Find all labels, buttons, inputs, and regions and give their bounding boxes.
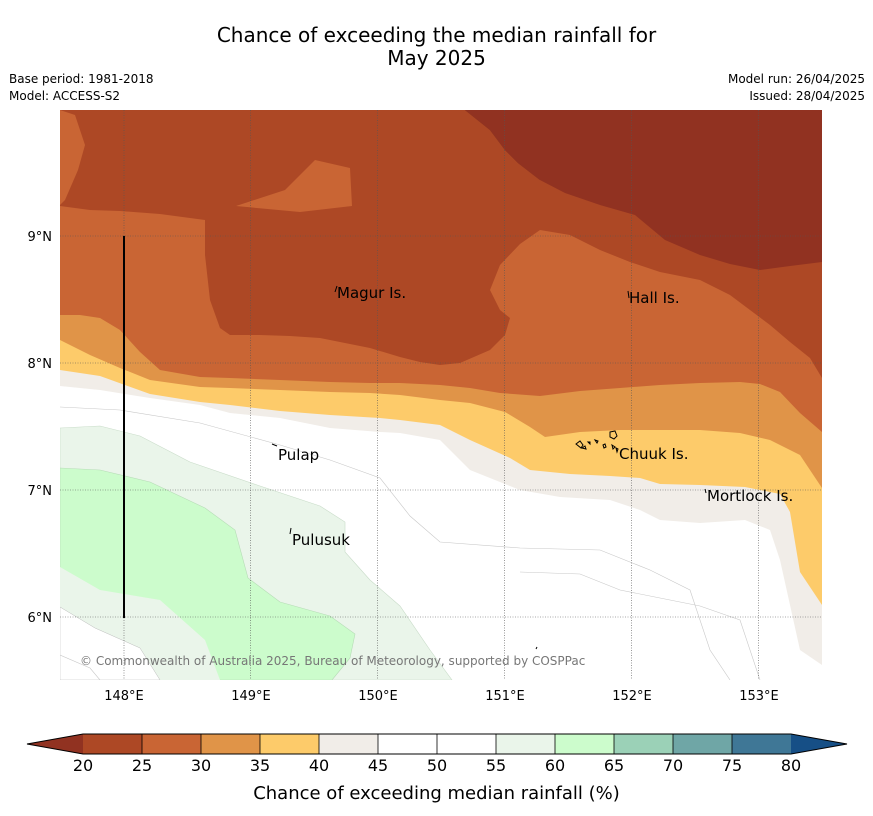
lon-tick-label: 152°E: [612, 689, 652, 704]
colorbar-tick-label: 55: [485, 756, 507, 775]
colorbar-segment: [673, 734, 732, 754]
colorbar-segment: [732, 734, 791, 754]
contour-below-20: [465, 110, 822, 270]
place-label-mortlock: Mortlock Is.: [707, 487, 793, 505]
colorbar-segment: [614, 734, 673, 754]
colorbar-tick-label: 70: [662, 756, 684, 775]
probability-field: [60, 110, 822, 680]
lat-tick-label: 7°N: [28, 484, 53, 499]
lon-tick-label: 153°E: [739, 689, 779, 704]
place-label-pulusuk: Pulusuk: [292, 531, 350, 549]
colorbar-segment: [319, 734, 378, 754]
map-title-line1: Chance of exceeding the median rainfall …: [216, 23, 657, 47]
colorbar-tick-label: 40: [308, 756, 330, 775]
colorbar-tick-label: 65: [603, 756, 625, 775]
base-period: Base period: 1981-2018: [9, 72, 154, 86]
place-label-pulap: Pulap: [278, 446, 319, 464]
colorbar-tick-label: 30: [190, 756, 212, 775]
place-label-chuuk: Chuuk Is.: [619, 445, 688, 463]
place-label-hall: Hall Is.: [629, 289, 680, 307]
graticule: [60, 110, 822, 680]
colorbar-segment: [142, 734, 201, 754]
model-run-date: Model run: 26/04/2025: [727, 72, 865, 86]
colorbar-tick-label: 80: [780, 756, 802, 775]
colorbar-tick-label: 50: [426, 756, 448, 775]
place-label-magur: Magur Is.: [337, 284, 406, 302]
lon-tick-label: 149°E: [231, 689, 271, 704]
model-name: Model: ACCESS-S2: [9, 89, 121, 103]
island-outlines: [271, 285, 707, 650]
colorbar: [26, 733, 848, 755]
colorbar-tick-label: 25: [131, 756, 153, 775]
colorbar-segment: [201, 734, 260, 754]
lat-tick-label: 9°N: [28, 230, 53, 245]
colorbar-tick-label: 20: [72, 756, 94, 775]
lon-tick-label: 151°E: [485, 689, 525, 704]
colorbar-extend-over: [791, 734, 847, 754]
lon-tick-label: 148°E: [104, 689, 144, 704]
colorbar-tick-label: 75: [721, 756, 743, 775]
colorbar-tick-label: 45: [367, 756, 389, 775]
colorbar-label: Chance of exceeding median rainfall (%): [253, 783, 620, 804]
colorbar-segment: [555, 734, 614, 754]
lon-tick-label: 150°E: [358, 689, 398, 704]
colorbar-segment: [437, 734, 496, 754]
colorbar-tick-label: 60: [544, 756, 566, 775]
colorbar-segment: [83, 734, 142, 754]
copyright-credit: © Commonwealth of Australia 2025, Bureau…: [80, 654, 585, 668]
map-title-line2: May 2025: [387, 46, 486, 70]
colorbar-tick-label: 35: [249, 756, 271, 775]
lat-tick-label: 6°N: [28, 611, 53, 626]
colorbar-extend-under: [27, 734, 83, 754]
colorbar-segment: [496, 734, 555, 754]
lat-tick-label: 8°N: [28, 357, 53, 372]
colorbar-segment: [378, 734, 437, 754]
colorbar-segment: [260, 734, 319, 754]
issued-date: Issued: 28/04/2025: [749, 89, 865, 103]
